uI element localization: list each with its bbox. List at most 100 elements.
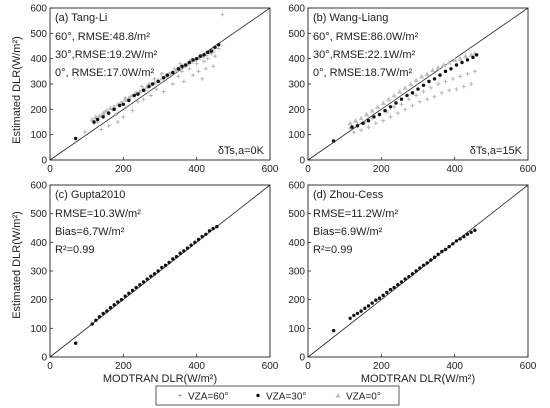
point — [460, 60, 464, 65]
point — [391, 92, 397, 98]
point — [112, 303, 116, 307]
point — [170, 82, 175, 86]
point — [216, 46, 221, 51]
point — [461, 84, 466, 89]
point — [130, 108, 135, 113]
point — [191, 73, 195, 78]
legend-marker — [335, 392, 341, 398]
point — [99, 127, 104, 132]
point — [380, 100, 386, 106]
point — [451, 242, 455, 246]
one-to-one-line — [49, 184, 271, 358]
point — [407, 275, 411, 279]
panel-title: (a) Tang-Li — [55, 12, 107, 24]
point — [452, 57, 458, 63]
point — [363, 306, 367, 310]
point — [92, 120, 96, 124]
x-tick-label: 600 — [262, 164, 279, 175]
point — [207, 229, 212, 233]
y-tick-label: 300 — [30, 267, 47, 278]
point — [364, 111, 370, 117]
one-to-one-line — [307, 7, 529, 161]
point — [73, 140, 78, 145]
y-tick-label: 0 — [41, 353, 47, 364]
point — [108, 305, 113, 310]
point — [136, 99, 140, 104]
point — [202, 59, 206, 64]
point — [428, 85, 433, 90]
y-tick-label: 600 — [30, 4, 47, 15]
series-VZA60 — [73, 12, 225, 145]
point — [436, 252, 440, 257]
corner-note: δTs,a=0K — [218, 145, 265, 157]
point — [471, 55, 475, 60]
point — [132, 93, 137, 98]
point — [416, 87, 420, 91]
point — [126, 95, 132, 101]
point — [403, 107, 408, 112]
x-tick-label: 600 — [520, 164, 537, 175]
point — [106, 111, 111, 115]
point — [73, 341, 78, 345]
point — [181, 79, 186, 84]
point — [204, 232, 208, 237]
point — [410, 272, 415, 276]
point — [134, 285, 138, 290]
point — [136, 92, 140, 96]
annotation: Bias=6.7W/m² — [55, 226, 125, 238]
corner-note: δTs,a=15K — [470, 145, 523, 157]
x-tick-label: 400 — [188, 164, 205, 175]
point — [463, 53, 469, 59]
point — [187, 60, 192, 65]
point — [447, 244, 451, 249]
point — [73, 136, 78, 141]
point — [103, 109, 107, 114]
point — [150, 82, 155, 86]
point — [454, 87, 459, 92]
point — [421, 83, 426, 87]
point — [117, 103, 122, 108]
point — [149, 274, 153, 278]
annotation: R²=0.99 — [55, 244, 94, 256]
x-tick-label: 0 — [47, 361, 53, 372]
series-VZA0 — [347, 51, 478, 126]
y-tick-label: 400 — [30, 54, 47, 65]
point — [449, 67, 453, 71]
point — [220, 12, 225, 17]
point — [123, 294, 127, 298]
panel-title: (d) Zhou-Cess — [313, 189, 384, 201]
panel-title: (c) Gupta2010 — [55, 189, 125, 201]
point — [414, 93, 419, 98]
point — [394, 101, 398, 105]
point — [350, 125, 354, 129]
point — [174, 254, 179, 259]
point — [180, 69, 184, 74]
point — [403, 277, 407, 281]
panel-2: 0 200 400 600 0 100 200 300 400 500 600 (c) Gupta20… — [30, 181, 278, 373]
point — [405, 93, 409, 98]
point — [121, 114, 126, 119]
series-VZA30 — [73, 43, 221, 141]
legend-label: VZA=60° — [188, 392, 228, 403]
point — [432, 255, 437, 259]
point — [127, 98, 131, 103]
x-tick-label: 400 — [188, 361, 205, 372]
legend-label: VZA=30° — [266, 392, 306, 403]
legend-label: VZA=0° — [346, 392, 381, 403]
point — [399, 102, 404, 107]
x-tick-label: 600 — [262, 361, 279, 372]
y-tick-label: 500 — [30, 209, 47, 220]
point — [165, 73, 170, 77]
x-tick-label: 400 — [446, 361, 463, 372]
point — [359, 128, 364, 133]
annotation: R²=0.99 — [313, 244, 352, 256]
point — [100, 110, 106, 116]
point — [435, 64, 441, 70]
point — [397, 89, 403, 94]
point — [469, 230, 473, 234]
y-tick-label: 200 — [30, 105, 47, 116]
point — [152, 272, 157, 276]
point — [198, 54, 203, 58]
y-tick-label: 200 — [30, 295, 47, 306]
